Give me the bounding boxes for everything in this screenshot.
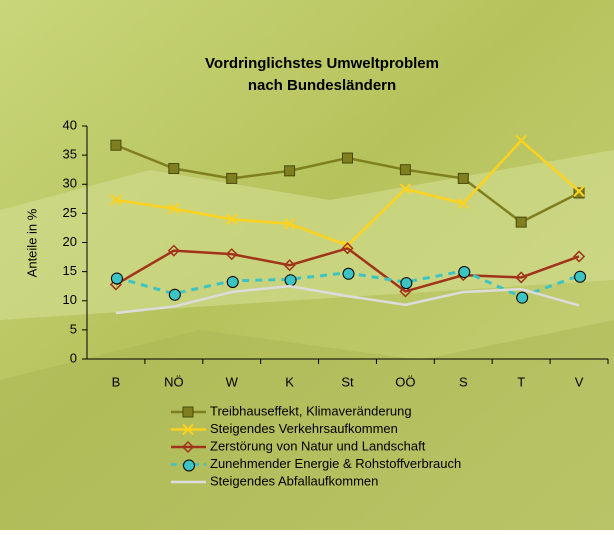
- marker: [227, 276, 238, 287]
- legend-label: Zerstörung von Natur und Landschaft: [210, 438, 426, 453]
- x-tick-label: B: [112, 374, 121, 389]
- y-tick-label: 0: [70, 350, 77, 365]
- legend-label: Zunehmender Energie & Rohstoffverbrauch: [210, 456, 461, 471]
- marker: [227, 173, 237, 183]
- marker: [343, 153, 353, 163]
- y-tick-label: 20: [63, 234, 77, 249]
- marker: [401, 278, 412, 289]
- y-tick-label: 5: [70, 321, 77, 336]
- marker: [111, 140, 121, 150]
- x-tick-label: K: [285, 374, 294, 389]
- legend-label: Treibhauseffekt, Klimaveränderung: [210, 403, 412, 418]
- y-tick-label: 25: [63, 205, 77, 220]
- marker: [111, 273, 122, 284]
- x-tick-label: OÖ: [395, 374, 415, 389]
- marker: [169, 289, 180, 300]
- legend-marker: [183, 407, 193, 417]
- chart-title: Vordringlichstes Umweltproblem: [205, 55, 439, 72]
- marker: [400, 165, 410, 175]
- x-tick-label: T: [517, 374, 525, 389]
- chart: Vordringlichstes Umweltproblem nach Bund…: [0, 0, 614, 530]
- y-tick-label: 10: [63, 292, 77, 307]
- chart-title: nach Bundesländern: [248, 77, 396, 94]
- marker: [517, 292, 528, 303]
- marker: [169, 164, 179, 174]
- x-tick-label: W: [226, 374, 239, 389]
- legend-label: Steigendes Abfallaufkommen: [210, 473, 378, 488]
- y-tick-label: 30: [63, 176, 77, 191]
- marker: [285, 275, 296, 286]
- marker: [285, 166, 295, 176]
- marker: [343, 268, 354, 279]
- x-tick-label: NÖ: [164, 374, 184, 389]
- marker: [459, 267, 470, 278]
- y-axis-label: Anteile in %: [24, 208, 39, 277]
- marker: [516, 217, 526, 227]
- legend-marker: [184, 460, 195, 471]
- x-tick-label: V: [575, 374, 584, 389]
- marker: [458, 173, 468, 183]
- x-tick-label: S: [459, 374, 468, 389]
- y-tick-label: 15: [63, 263, 77, 278]
- marker: [575, 271, 586, 282]
- y-tick-label: 40: [63, 117, 77, 132]
- legend-label: Steigendes Verkehrsaufkommen: [210, 421, 398, 436]
- x-tick-label: St: [341, 374, 354, 389]
- y-tick-label: 35: [63, 147, 77, 162]
